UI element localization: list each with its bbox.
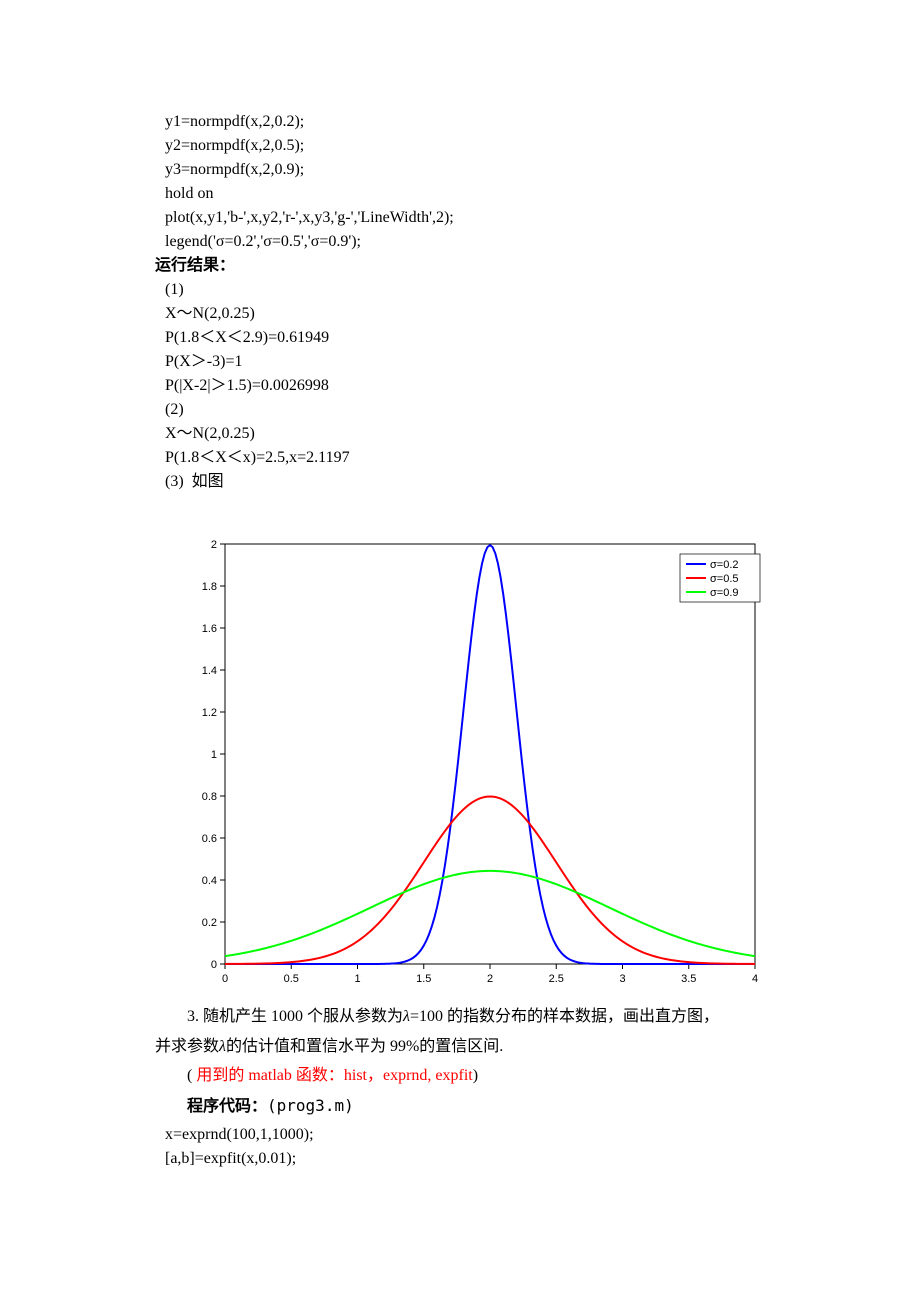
chart-svg: 0 0.5 1 1.5 2 2.5 3 3.5 4 0 0.2 0.4 0.6 0.8 1 1.2 1.4 1.6…	[165, 524, 765, 984]
result-line: X～N(2,0.25)	[165, 422, 770, 446]
svg-text:1: 1	[354, 973, 360, 984]
code-line: y1=normpdf(x,2,0.2);	[165, 110, 770, 134]
document-page: y1=normpdf(x,2,0.2); y2=normpdf(x,2,0.5)…	[0, 0, 920, 1231]
svg-text:1.2: 1.2	[202, 707, 217, 719]
svg-text:1.8: 1.8	[202, 581, 217, 593]
normal-pdf-chart: 0 0.5 1 1.5 2 2.5 3 3.5 4 0 0.2 0.4 0.6 0.8 1 1.2 1.4 1.6…	[165, 524, 765, 984]
result-line: P(X＞-3)=1	[165, 350, 770, 374]
svg-text:1.4: 1.4	[202, 665, 217, 677]
code-line: [a,b]=expfit(x,0.01);	[165, 1147, 770, 1171]
svg-text:2.5: 2.5	[549, 973, 564, 984]
code-line: plot(x,y1,'b-',x,y2,'r-',x,y3,'g-','Line…	[165, 206, 770, 230]
svg-text:0: 0	[222, 973, 228, 984]
results-header: 运行结果：	[155, 254, 770, 278]
svg-text:σ=0.5: σ=0.5	[710, 573, 739, 585]
result-line: P(1.8＜X＜2.9)=0.61949	[165, 326, 770, 350]
result-line: (2)	[165, 398, 770, 422]
problem3-line2: 并求参数λ的估计值和置信水平为 99%的置信区间.	[155, 1034, 770, 1060]
code-line: hold on	[165, 182, 770, 206]
problem3-line1: 3. 随机产生 1000 个服从参数为λ=100 的指数分布的样本数据，画出直方…	[155, 1004, 770, 1030]
svg-text:0: 0	[211, 959, 217, 971]
svg-text:1.5: 1.5	[416, 973, 431, 984]
svg-text:0.8: 0.8	[202, 791, 217, 803]
problem3-code-label: 程序代码：(prog3.m)	[155, 1093, 770, 1120]
code-line: legend('σ=0.2','σ=0.5','σ=0.9');	[165, 230, 770, 254]
result-line: P(|X-2|＞1.5)=0.0026998	[165, 374, 770, 398]
code-line: y2=normpdf(x,2,0.5);	[165, 134, 770, 158]
svg-text:0.4: 0.4	[202, 875, 217, 887]
svg-text:2: 2	[487, 973, 493, 984]
result-line: X～N(2,0.25)	[165, 302, 770, 326]
result-line: (3) 如图	[165, 470, 770, 494]
problem-3: 3. 随机产生 1000 个服从参数为λ=100 的指数分布的样本数据，画出直方…	[155, 1004, 770, 1171]
svg-text:0.6: 0.6	[202, 833, 217, 845]
svg-text:1: 1	[211, 749, 217, 761]
code-line: x=exprnd(100,1,1000);	[165, 1123, 770, 1147]
result-line: (1)	[165, 278, 770, 302]
result-line: P(1.8＜X＜x)=2.5,x=2.1197	[165, 446, 770, 470]
problem3-hint: ( 用到的 matlab 函数：hist，exprnd, expfit)	[155, 1063, 770, 1089]
svg-text:3: 3	[619, 973, 625, 984]
svg-text:σ=0.2: σ=0.2	[710, 559, 739, 571]
results-block: (1) X～N(2,0.25) P(1.8＜X＜2.9)=0.61949 P(X…	[155, 278, 770, 494]
code-block-1: y1=normpdf(x,2,0.2); y2=normpdf(x,2,0.5)…	[155, 110, 770, 254]
svg-text:4: 4	[752, 973, 758, 984]
svg-text:1.6: 1.6	[202, 623, 217, 635]
svg-text:0.2: 0.2	[202, 917, 217, 929]
svg-text:0.5: 0.5	[284, 973, 299, 984]
svg-text:2: 2	[211, 539, 217, 551]
svg-text:3.5: 3.5	[681, 973, 696, 984]
svg-text:σ=0.9: σ=0.9	[710, 587, 739, 599]
code-line: y3=normpdf(x,2,0.9);	[165, 158, 770, 182]
